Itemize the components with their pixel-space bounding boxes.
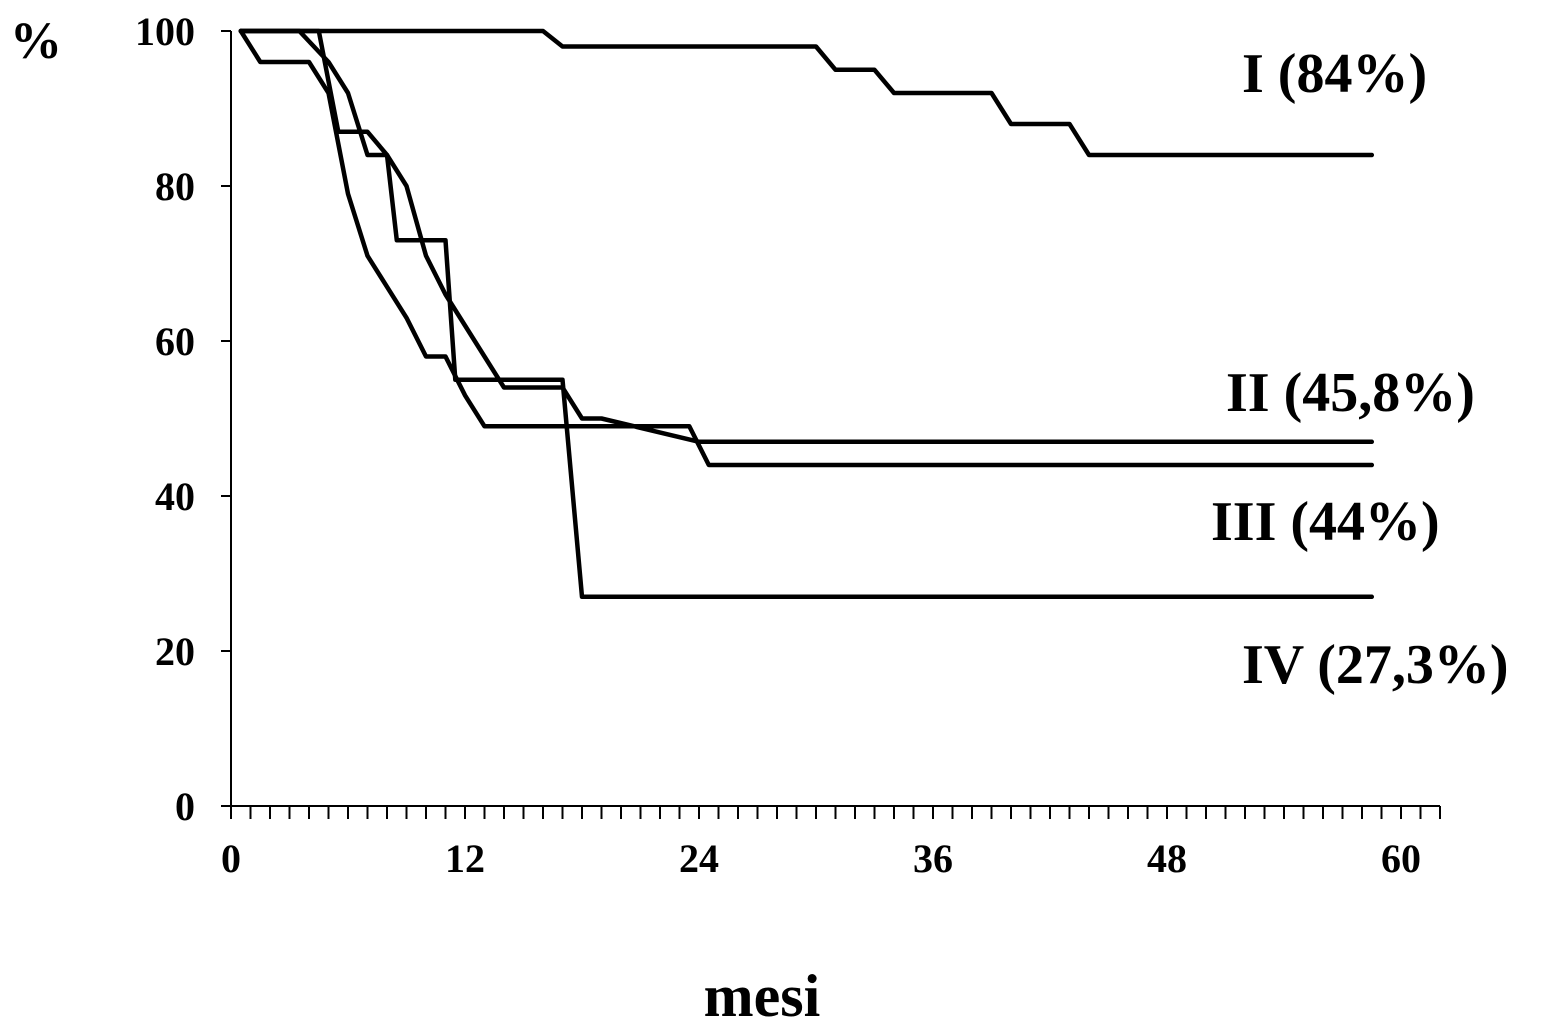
x-tick-label: 36	[913, 836, 953, 881]
series-line-iv	[238, 28, 1375, 600]
axes: 0 12 24 36 48 60 0 20 40 60 80 100	[135, 9, 1441, 881]
series-label-ii: II (45,8%)	[1226, 362, 1475, 424]
series-label-i: I (84%)	[1242, 43, 1427, 105]
x-tick-label: 60	[1381, 836, 1421, 881]
chart-text: % mesi I (84%) II (45,8%) III (44%) IV (…	[10, 13, 1509, 1022]
y-tick-label: 20	[155, 629, 195, 674]
y-tick-label: 40	[155, 474, 195, 519]
x-tick-label: 12	[445, 836, 485, 881]
series-line-iii	[238, 28, 1375, 468]
y-tick-label: 100	[135, 9, 195, 54]
x-tick-label: 0	[221, 836, 241, 881]
series-label-iii: III (44%)	[1211, 491, 1440, 553]
y-tick-label: 80	[155, 164, 195, 209]
y-tick-label: 60	[155, 319, 195, 364]
y-tick-label: 0	[175, 784, 195, 829]
x-axis-title: mesi	[704, 963, 821, 1022]
series-line-ii	[238, 28, 1375, 445]
series-line-i	[238, 28, 1375, 158]
x-tick-label: 24	[679, 836, 719, 881]
x-tick-label: 48	[1147, 836, 1187, 881]
y-axis-title: %	[10, 13, 62, 70]
series-lines	[238, 28, 1375, 600]
series-label-iv: IV (27,3%)	[1242, 634, 1509, 696]
